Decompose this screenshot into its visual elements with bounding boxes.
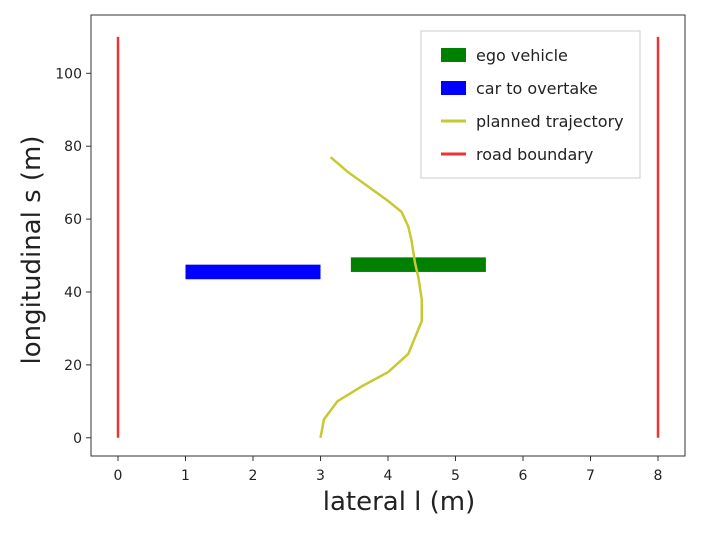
legend-label-2: planned trajectory <box>476 112 624 131</box>
y-tick-label: 20 <box>64 358 82 374</box>
y-tick-label: 60 <box>64 212 82 228</box>
vehicle-rect-1 <box>185 264 321 280</box>
x-tick-label: 7 <box>586 468 595 484</box>
y-tick-label: 40 <box>64 285 82 301</box>
x-tick-label: 8 <box>654 468 663 484</box>
y-tick-label: 100 <box>55 66 82 82</box>
data-marks <box>116 36 660 439</box>
x-axis-ticks: 0 1 2 3 4 5 6 7 8 <box>114 456 663 484</box>
trajectory-line <box>319 156 423 439</box>
vehicle-rect-0 <box>350 257 486 272</box>
legend-label-3: road boundary <box>476 145 593 164</box>
x-tick-label: 1 <box>181 468 190 484</box>
legend: ego vehicle car to overtake planned trajec… <box>420 30 641 179</box>
x-tick-label: 2 <box>249 468 258 484</box>
y-tick-label: 80 <box>64 139 82 155</box>
x-axis-label: lateral l (m) <box>323 487 476 517</box>
legend-label-1: car to overtake <box>476 79 598 98</box>
legend-label-0: ego vehicle <box>476 46 568 65</box>
y-tick-label: 0 <box>73 431 82 447</box>
x-tick-label: 3 <box>316 468 325 484</box>
x-tick-label: 6 <box>519 468 528 484</box>
legend-swatch-0 <box>441 48 466 62</box>
y-axis-label: longitudinal s (m) <box>17 135 47 364</box>
x-tick-label: 0 <box>114 468 123 484</box>
x-tick-label: 5 <box>451 468 460 484</box>
x-tick-label: 4 <box>384 468 393 484</box>
legend-swatch-1 <box>441 81 466 95</box>
y-axis-ticks: 0 20 40 60 80 100 <box>55 66 91 447</box>
